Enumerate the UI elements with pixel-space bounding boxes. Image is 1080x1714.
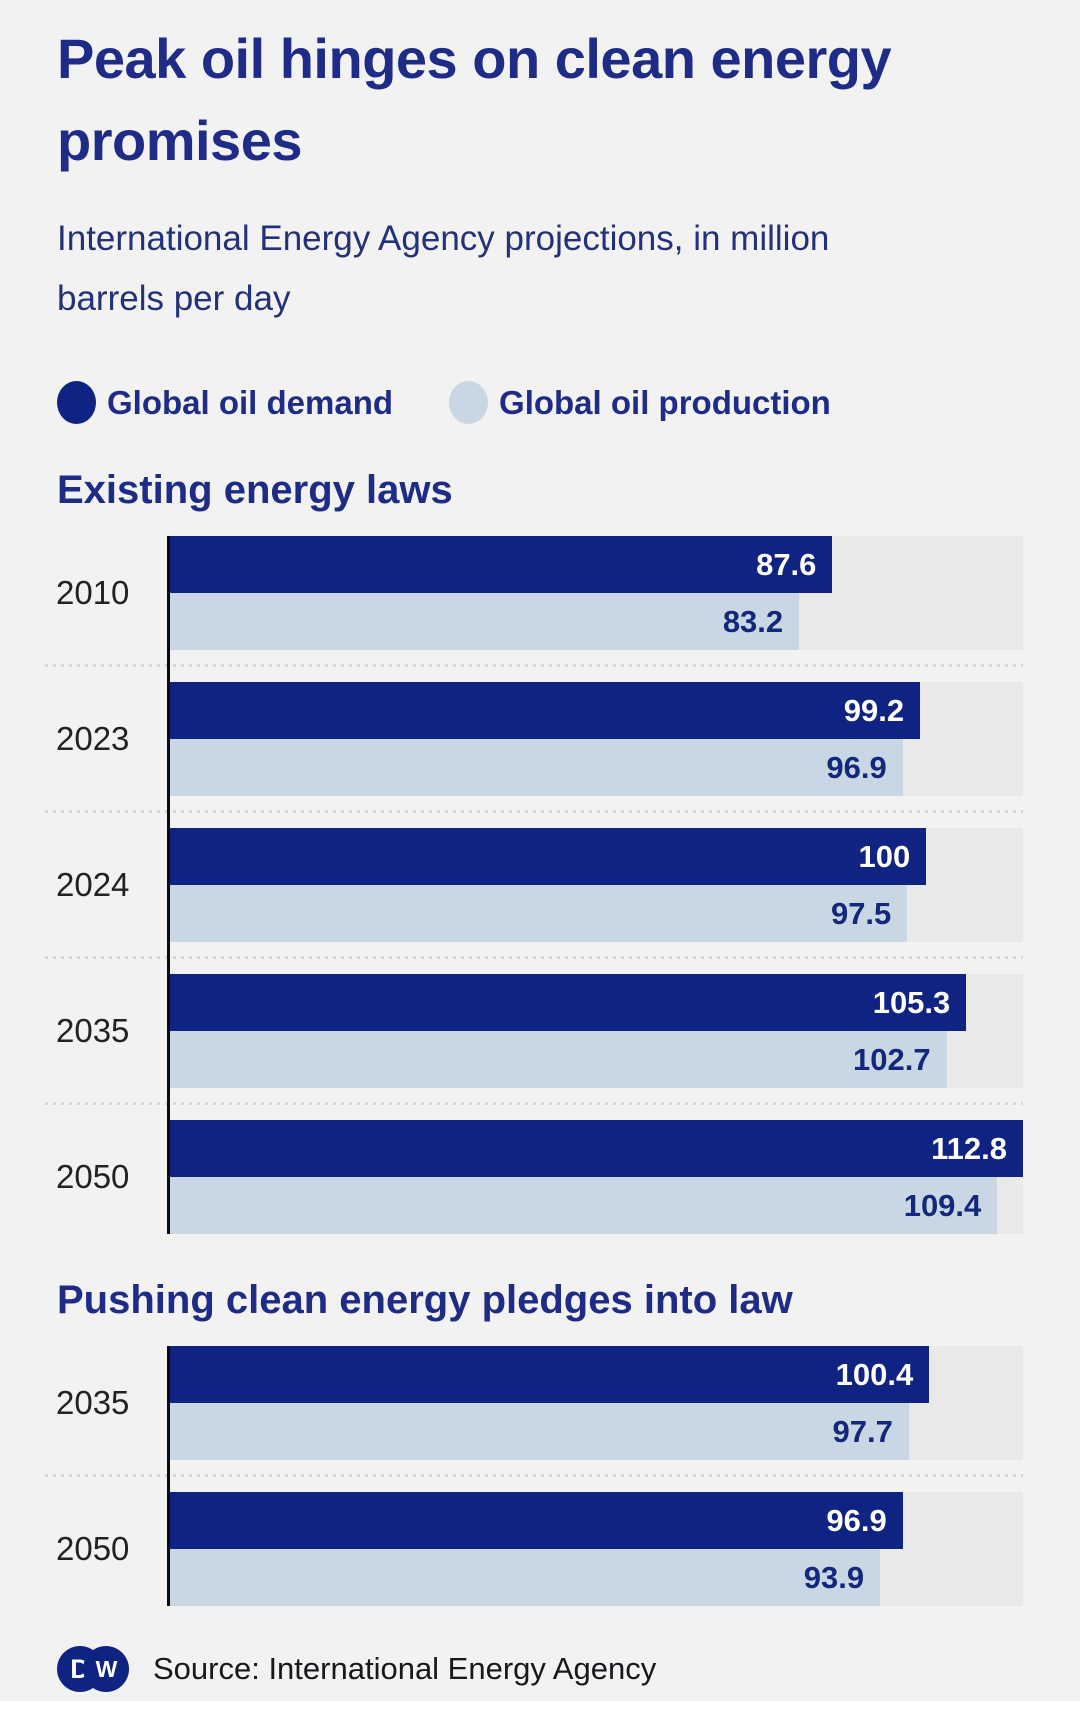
- dw-logo-letter-w: W: [83, 1646, 129, 1692]
- bar-track: 87.6 83.2: [170, 536, 1023, 650]
- section-title: Pushing clean energy pledges into law: [57, 1278, 793, 1322]
- year-label: 2050: [56, 1530, 130, 1567]
- bar-track: 99.2 96.9: [170, 682, 1023, 796]
- year-label: 2050: [56, 1158, 130, 1195]
- demand-dot-icon: [57, 381, 96, 424]
- source-text: Source: International Energy Agency: [153, 1651, 657, 1686]
- year-label: 2035: [56, 1012, 130, 1049]
- dotted-separator: [45, 1102, 1023, 1105]
- year-group-2035: 2035 105.3 102.7: [45, 974, 1023, 1088]
- bar-track: 100.4 97.7: [170, 1346, 1023, 1460]
- demand-bar-2050: 112.8: [170, 1120, 1023, 1177]
- legend-item-demand: Global oil demand: [57, 381, 393, 424]
- dotted-separator: [45, 956, 1023, 959]
- bar-track: 100 97.5: [170, 828, 1023, 942]
- chart-area: 2035 100.4 97.7 2050 96.9 93.9: [45, 1346, 1023, 1606]
- demand-bar-2010: 87.6: [170, 536, 833, 593]
- year-label: 2035: [56, 1384, 130, 1421]
- bar-value-label: 83.2: [722, 603, 784, 639]
- legend-item-production: Global oil production: [449, 381, 831, 424]
- bar-value-label: 109.4: [903, 1187, 982, 1223]
- year-group-2023: 2023 99.2 96.9: [45, 682, 1023, 796]
- demand-bar-2035: 100.4: [170, 1346, 930, 1403]
- year-group-2035: 2035 100.4 97.7: [45, 1346, 1023, 1460]
- bar-value-label: 96.9: [826, 749, 887, 785]
- bottom-strip: [0, 1701, 1080, 1714]
- demand-bar-2023: 99.2: [170, 682, 921, 739]
- bar-value-label: 87.6: [756, 546, 817, 582]
- demand-bar-2035: 105.3: [170, 974, 967, 1031]
- dotted-separator: [45, 1474, 1023, 1477]
- bar-value-label: 97.5: [830, 895, 892, 931]
- bar-track: 105.3 102.7: [170, 974, 1023, 1088]
- bar-value-label: 93.9: [803, 1559, 865, 1595]
- production-bar-2023: 96.9: [170, 739, 903, 796]
- page-title: Peak oil hinges on clean energy promises: [57, 27, 892, 173]
- dotted-separator: [45, 664, 1023, 667]
- footer: D W Source: International Energy Agency: [57, 1646, 1080, 1692]
- production-bar-2035: 97.7: [170, 1403, 909, 1460]
- year-label: 2010: [56, 574, 130, 611]
- production-bar-2050: 109.4: [170, 1177, 998, 1234]
- legend-label-demand: Global oil demand: [107, 383, 394, 421]
- year-group-2050: 2050 96.9 93.9: [45, 1492, 1023, 1606]
- demand-bar-2024: 100: [170, 828, 927, 885]
- year-group-2050: 2050 112.8 109.4: [45, 1120, 1023, 1234]
- year-group-2010: 2010 87.6 83.2: [45, 536, 1023, 650]
- demand-bar-2050: 96.9: [170, 1492, 903, 1549]
- production-bar-2024: 97.5: [170, 885, 908, 942]
- production-bar-2050: 93.9: [170, 1549, 881, 1606]
- charts-container: Existing energy laws 2010 87.6 83.2 2023 99.2…: [0, 466, 1080, 1606]
- year-label: 2023: [56, 720, 130, 757]
- bar-value-label: 112.8: [931, 1130, 1007, 1166]
- bar-value-label: 102.7: [853, 1041, 931, 1077]
- dotted-separator: [45, 810, 1023, 813]
- year-group-2024: 2024 100 97.5: [45, 828, 1023, 942]
- bar-value-label: 105.3: [872, 984, 951, 1020]
- legend: Global oil demand Global oil production: [57, 381, 1080, 424]
- legend-label-production: Global oil production: [499, 383, 831, 421]
- bar-value-label: 99.2: [843, 692, 905, 728]
- y-axis-line: [167, 1346, 170, 1606]
- chart-area: 2010 87.6 83.2 2023 99.2 96.9 2024 100 97.5 2035 1…: [45, 536, 1023, 1234]
- bar-track: 96.9 93.9: [170, 1492, 1023, 1606]
- y-axis-line: [167, 536, 170, 1234]
- bar-value-label: 96.9: [826, 1502, 887, 1538]
- bar-value-label: 100: [858, 838, 911, 874]
- section-title: Existing energy laws: [57, 468, 453, 512]
- bar-track: 112.8 109.4: [170, 1120, 1023, 1234]
- production-bar-2035: 102.7: [170, 1031, 947, 1088]
- year-label: 2024: [56, 866, 130, 903]
- dw-logo-icon: D W: [57, 1646, 129, 1692]
- chart-section-0: Existing energy laws 2010 87.6 83.2 2023 99.2…: [0, 466, 1080, 1234]
- chart-section-1: Pushing clean energy pledges into law 203…: [0, 1276, 1080, 1606]
- page-subtitle: International Energy Agency projections,…: [57, 218, 830, 318]
- production-dot-icon: [449, 381, 489, 424]
- bar-value-label: 100.4: [835, 1356, 914, 1392]
- production-bar-2010: 83.2: [170, 593, 800, 650]
- bar-value-label: 97.7: [832, 1413, 893, 1449]
